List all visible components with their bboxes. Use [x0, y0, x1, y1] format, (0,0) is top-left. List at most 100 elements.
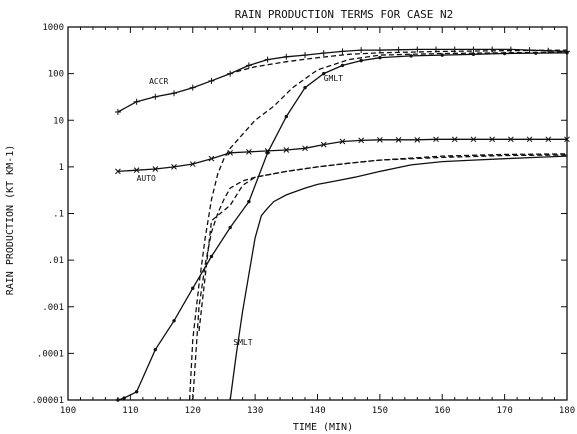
line-gmlt: [117, 52, 568, 401]
line-series-3: [198, 153, 568, 332]
series-annotations: ACCR GMLT AUTO SMLT: [137, 74, 344, 347]
point-auto: [414, 136, 421, 143]
point-auto: [395, 136, 402, 143]
point-accr: [283, 53, 290, 60]
line-smlt: [229, 155, 568, 401]
point-accr: [302, 52, 309, 59]
point-gmlt: [378, 55, 382, 60]
point-auto: [358, 137, 365, 144]
point-gmlt: [340, 63, 345, 68]
point-accr: [470, 46, 477, 53]
point-accr: [526, 47, 533, 54]
point-gmlt: [122, 396, 126, 400]
point-accr: [433, 46, 440, 53]
point-accr: [114, 109, 121, 116]
point-auto: [246, 148, 252, 155]
point-auto: [115, 168, 121, 175]
point-gmlt: [172, 319, 176, 323]
y-tick-label: 10: [53, 116, 64, 126]
x-tick-label: 130: [247, 406, 263, 416]
y-tick-label: .001: [42, 303, 64, 313]
point-auto: [433, 136, 439, 143]
series-lines: [117, 48, 568, 401]
point-accr: [152, 93, 159, 100]
point-accr: [395, 46, 402, 53]
point-auto: [152, 166, 159, 172]
series-markers: [114, 46, 570, 402]
x-tick-label: 120: [185, 406, 201, 416]
point-auto: [283, 147, 290, 153]
x-tick-label: 160: [434, 406, 450, 416]
axis-ticks: 100 110 120 130 140 150 160 170 180.00001.0001.0…: [31, 23, 575, 416]
point-auto: [545, 136, 552, 143]
line-series-7: [192, 154, 568, 401]
point-auto: [508, 136, 514, 143]
point-accr: [358, 47, 365, 54]
point-auto: [227, 149, 234, 156]
point-gmlt: [534, 51, 538, 55]
y-tick-label: .1: [53, 210, 64, 220]
y-tick-label: .0001: [37, 349, 64, 359]
point-gmlt: [153, 347, 158, 352]
line-series-5: [188, 51, 568, 401]
point-accr: [339, 48, 346, 55]
x-tick-label: 140: [309, 406, 325, 416]
point-accr: [489, 46, 496, 53]
point-accr: [507, 46, 514, 53]
point-gmlt: [265, 151, 270, 155]
point-accr: [414, 46, 421, 53]
point-accr: [245, 62, 252, 69]
point-accr: [171, 90, 178, 97]
point-gmlt: [247, 199, 251, 204]
x-tick-label: 170: [496, 406, 512, 416]
point-gmlt: [134, 390, 139, 394]
point-auto: [564, 136, 570, 143]
chart-title: RAIN PRODUCTION TERMS FOR CASE N2: [235, 8, 454, 21]
point-accr: [133, 98, 140, 105]
point-gmlt: [502, 51, 507, 56]
plot-frame: [67, 26, 568, 401]
point-auto: [133, 167, 140, 174]
point-accr: [208, 77, 215, 84]
point-gmlt: [409, 54, 413, 58]
point-auto: [339, 138, 346, 145]
y-tick-label: 100: [48, 70, 64, 80]
point-accr: [227, 70, 234, 77]
annotation-accr: ACCR: [149, 77, 168, 86]
point-auto: [489, 136, 496, 143]
point-gmlt: [284, 114, 289, 119]
point-gmlt: [440, 53, 444, 57]
y-axis-title: RAIN PRODUCTION (KT KM-1): [5, 145, 16, 296]
point-gmlt: [116, 398, 120, 402]
x-tick-label: 100: [60, 406, 76, 416]
point-auto: [171, 164, 177, 170]
point-auto: [208, 155, 215, 162]
x-tick-label: 110: [122, 406, 138, 416]
annotation-auto: AUTO: [137, 174, 156, 183]
x-tick-label: 150: [372, 406, 388, 416]
point-gmlt: [471, 52, 476, 56]
point-gmlt: [228, 225, 232, 230]
y-tick-label: .01: [48, 256, 64, 266]
point-accr: [264, 56, 271, 63]
annotation-smlt: SMLT: [233, 338, 252, 347]
point-auto: [189, 161, 196, 167]
x-axis-title: TIME (MIN): [293, 422, 353, 433]
point-gmlt: [359, 58, 363, 63]
line-series-1: [236, 49, 568, 73]
point-accr: [189, 84, 196, 91]
y-tick-label: 1000: [42, 23, 64, 33]
point-gmlt: [209, 254, 214, 259]
point-auto: [451, 136, 458, 143]
point-gmlt: [303, 85, 307, 90]
point-gmlt: [191, 286, 195, 290]
point-auto: [526, 136, 533, 143]
point-accr: [376, 47, 383, 54]
point-auto: [470, 136, 477, 143]
y-tick-label: .00001: [31, 396, 64, 406]
point-accr: [545, 47, 552, 54]
point-auto: [320, 141, 327, 148]
point-auto: [302, 145, 308, 152]
point-accr: [320, 50, 327, 57]
